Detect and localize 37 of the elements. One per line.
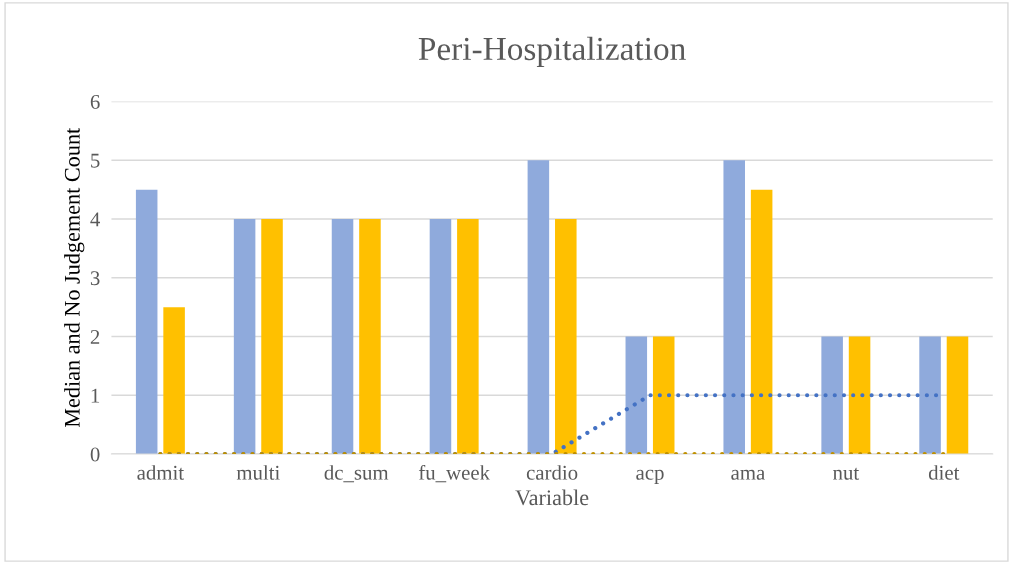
x-tick-label: nut (833, 467, 860, 480)
bar (527, 160, 550, 455)
y-tick-label: 0 (90, 447, 100, 462)
bar (555, 219, 577, 455)
bar (821, 336, 843, 455)
x-tick-label: fu_week (418, 464, 491, 483)
x-tick-label: cardio (526, 465, 578, 480)
x-tick-label: diet (928, 465, 960, 480)
bar (919, 336, 941, 455)
x-tick-label: multi (236, 465, 280, 480)
chart-title: Peri-Hospitalization (418, 36, 686, 67)
bar (723, 160, 745, 455)
x-tick-label: acp (636, 469, 664, 485)
y-tick-label: 6 (90, 94, 100, 109)
y-axis-title: Median and No Judgement Count (64, 127, 85, 428)
y-tick-label: 5 (91, 153, 100, 168)
bar (331, 219, 354, 455)
bar (429, 219, 452, 455)
y-tick-label: 1 (91, 388, 100, 403)
x-tick-label: dc_sum (324, 465, 389, 483)
bar (625, 336, 648, 455)
bar (261, 219, 283, 455)
x-axis-title: Variable (515, 489, 589, 506)
y-tick-label: 4 (90, 212, 100, 227)
bar (163, 307, 185, 455)
bar (848, 336, 871, 455)
x-tick-label: admit (137, 465, 184, 480)
bar (652, 336, 675, 455)
bar (135, 189, 158, 455)
bar (750, 189, 773, 455)
y-tick-label: 2 (90, 329, 100, 344)
bar (946, 336, 969, 455)
y-tick-label: 3 (90, 271, 100, 286)
bar (233, 219, 256, 455)
bar (457, 219, 479, 455)
x-tick-label: ama (731, 469, 765, 480)
bar (359, 219, 381, 455)
